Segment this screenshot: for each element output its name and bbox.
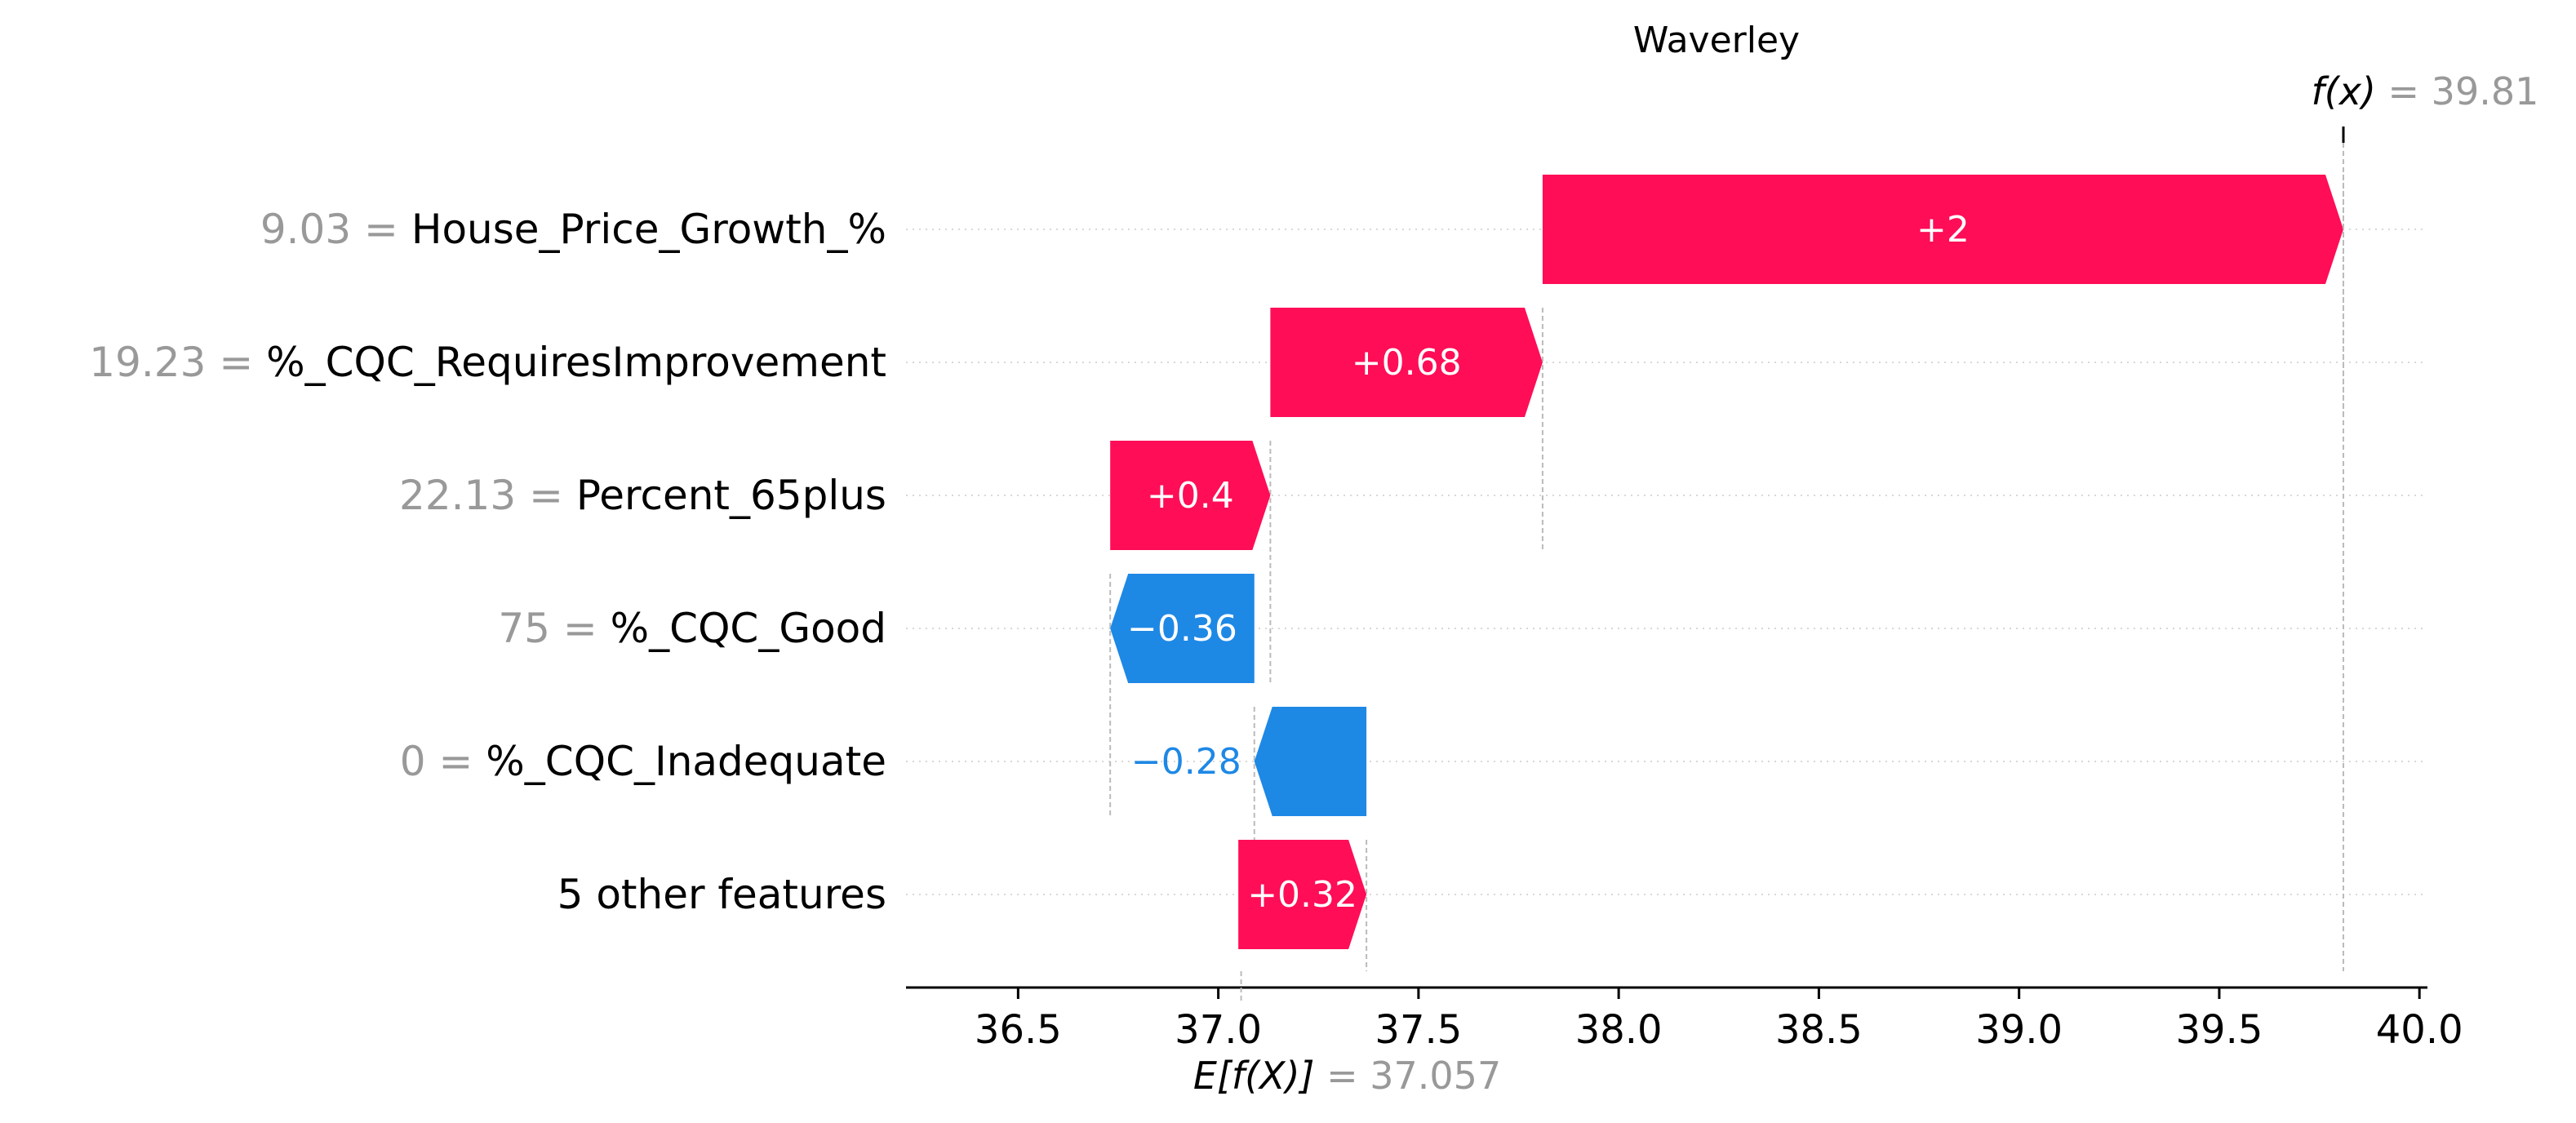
x-tick-label: 37.5 <box>1375 1007 1462 1053</box>
x-tick-label: 39.5 <box>2175 1007 2263 1053</box>
waterfall-bar <box>1110 441 1271 550</box>
x-tick-label: 37.0 <box>1175 1007 1262 1053</box>
base-value-annotation: E[f(X)] = 37.057 <box>1193 971 1501 1098</box>
feature-label: 75 = %_CQC_Good <box>498 605 886 652</box>
feature-label: 9.03 = House_Price_Growth_% <box>260 206 886 253</box>
waterfall-bar <box>1542 175 2343 284</box>
waterfall-bar <box>1270 308 1543 417</box>
feature-value: 19.23 = <box>89 339 266 386</box>
feature-name: %_CQC_Inadequate <box>486 738 886 785</box>
feature-label: 22.13 = Percent_65plus <box>399 472 886 519</box>
x-tick-label: 38.5 <box>1775 1007 1863 1053</box>
base-value-label: E[f(X)] = 37.057 <box>1193 1054 1501 1098</box>
x-tick-label: 36.5 <box>975 1007 1062 1053</box>
contribution-label: −0.36 <box>1127 608 1237 650</box>
contribution-labels: +2 +0.68 +0.4 −0.36 −0.28 +0.32 <box>1127 209 1970 916</box>
x-tick-label: 38.0 <box>1575 1007 1663 1053</box>
feature-name: House_Price_Growth_% <box>411 206 886 253</box>
feature-label: 0 = %_CQC_Inadequate <box>400 738 886 785</box>
contribution-bars <box>1110 175 2343 949</box>
contribution-label: +0.32 <box>1247 874 1357 916</box>
base-value: = 37.057 <box>1326 1054 1501 1098</box>
feature-label: 19.23 = %_CQC_RequiresImprovement <box>89 339 886 386</box>
output-value: = 39.81 <box>2388 69 2539 113</box>
output-value-label: f(x) = 39.81 <box>2312 69 2539 113</box>
feature-name: %_CQC_RequiresImprovement <box>266 339 886 386</box>
feature-label: 5 other features <box>557 871 886 918</box>
feature-value: 9.03 = <box>260 206 411 253</box>
feature-labels: 9.03 = House_Price_Growth_% 19.23 = %_CQC… <box>89 206 886 918</box>
feature-value: 0 = <box>400 738 486 785</box>
output-expression: f(x) <box>2312 69 2388 113</box>
waterfall-bar <box>1238 840 1367 949</box>
contribution-label: −0.28 <box>1131 741 1241 783</box>
row-guide-lines <box>906 229 2427 895</box>
contribution-label: +2 <box>1916 209 1970 251</box>
waterfall-bar <box>1110 574 1255 683</box>
x-axis: 36.5 37.0 37.5 38.0 38.5 39.0 39.5 40.0 <box>906 986 2463 1053</box>
feature-name: 5 other features <box>557 871 886 918</box>
connector-lines <box>1109 175 2344 971</box>
feature-value: 75 = <box>498 605 610 652</box>
feature-name: Percent_65plus <box>576 472 886 519</box>
output-value-annotation: f(x) = 39.81 <box>2312 69 2539 971</box>
waterfall-bar <box>1254 707 1367 816</box>
x-tick-label: 39.0 <box>1975 1007 2063 1053</box>
chart-title: Waverley <box>1633 20 1800 61</box>
contribution-label: +0.4 <box>1147 475 1234 517</box>
feature-value: 22.13 = <box>399 472 576 519</box>
x-tick-label: 40.0 <box>2376 1007 2463 1053</box>
base-expression: E[f(X)] <box>1193 1054 1326 1098</box>
contribution-label: +0.68 <box>1352 342 1462 384</box>
feature-name: %_CQC_Good <box>611 605 886 652</box>
